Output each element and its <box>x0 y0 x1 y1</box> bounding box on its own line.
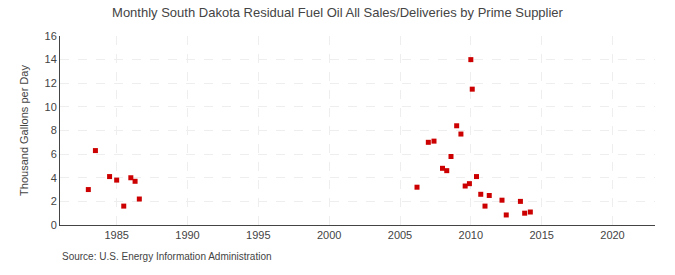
svg-text:Monthly South Dakota Residual: Monthly South Dakota Residual Fuel Oil A… <box>112 5 564 20</box>
svg-text:10: 10 <box>45 101 57 113</box>
svg-text:2000: 2000 <box>317 229 341 241</box>
svg-text:2010: 2010 <box>459 229 483 241</box>
svg-text:12: 12 <box>45 77 57 89</box>
svg-text:1990: 1990 <box>175 229 199 241</box>
svg-text:Source: U.S. Energy Informatio: Source: U.S. Energy Information Administ… <box>62 251 272 262</box>
svg-text:2015: 2015 <box>529 229 553 241</box>
svg-text:2020: 2020 <box>600 229 624 241</box>
svg-text:Thousand Gallons per Day: Thousand Gallons per Day <box>18 65 30 196</box>
svg-text:16: 16 <box>45 30 57 42</box>
svg-text:8: 8 <box>51 124 57 136</box>
svg-text:0: 0 <box>51 219 57 231</box>
svg-text:14: 14 <box>45 53 57 65</box>
svg-text:1995: 1995 <box>246 229 270 241</box>
svg-text:1985: 1985 <box>104 229 128 241</box>
svg-text:2: 2 <box>51 195 57 207</box>
svg-text:2005: 2005 <box>388 229 412 241</box>
svg-text:6: 6 <box>51 148 57 160</box>
svg-text:4: 4 <box>51 172 57 184</box>
